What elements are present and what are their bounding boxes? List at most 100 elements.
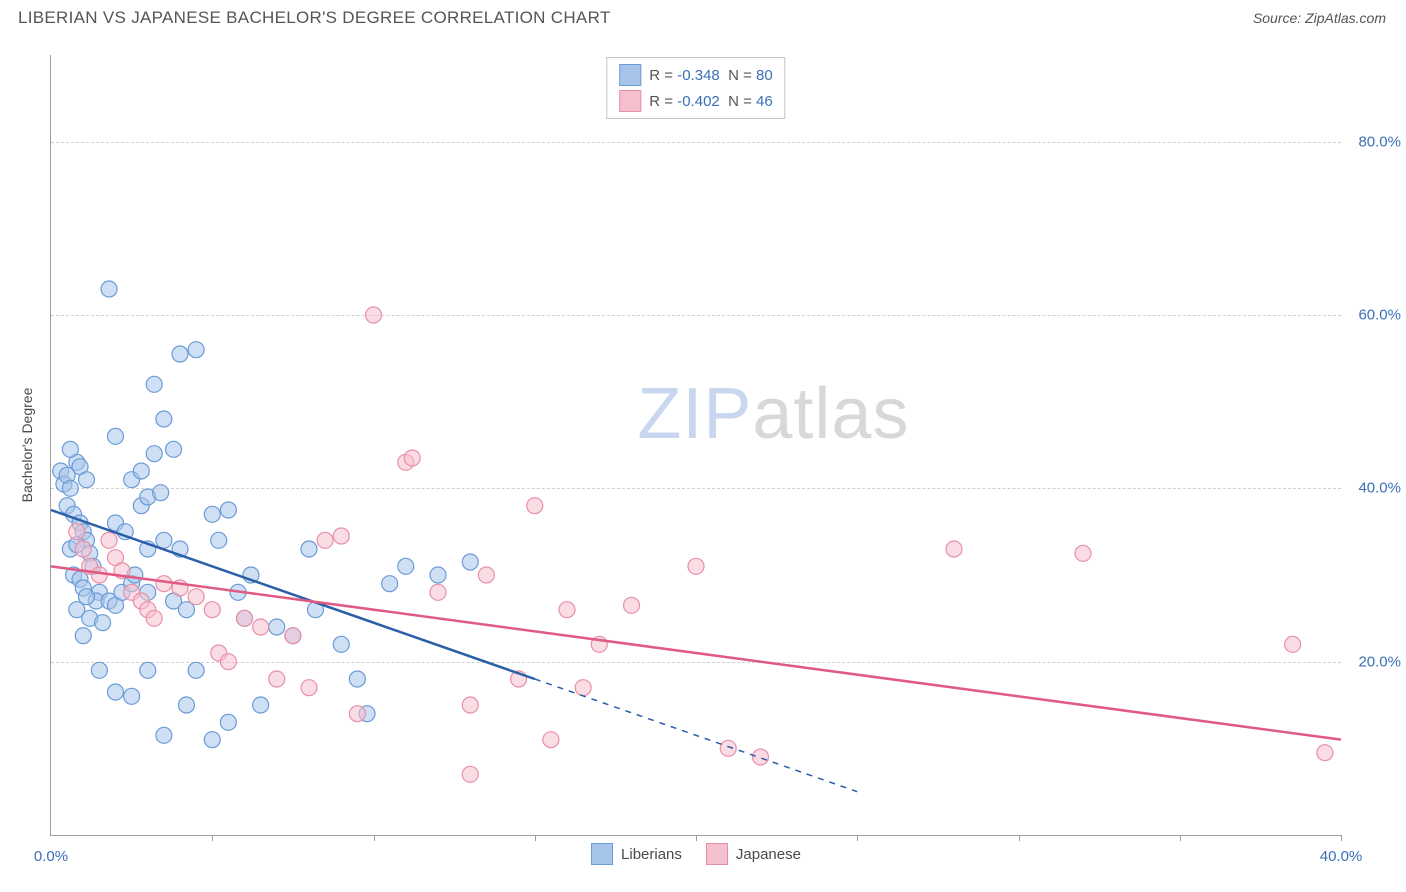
data-point <box>269 671 285 687</box>
chart-area: Bachelor's Degree 20.0%40.0%60.0%80.0% 0… <box>50 55 1341 836</box>
data-point <box>178 697 194 713</box>
data-point <box>269 619 285 635</box>
data-point <box>382 576 398 592</box>
swatch-japanese <box>619 90 641 112</box>
trend-line-ext <box>535 679 858 792</box>
data-point <box>108 684 124 700</box>
data-point <box>333 636 349 652</box>
legend-item-japanese: Japanese <box>706 843 801 865</box>
data-point <box>153 485 169 501</box>
data-point <box>146 376 162 392</box>
x-tick <box>212 835 213 841</box>
chart-title: LIBERIAN VS JAPANESE BACHELOR'S DEGREE C… <box>18 8 611 28</box>
data-point <box>75 541 91 557</box>
y-axis-label: Bachelor's Degree <box>19 388 35 503</box>
data-point <box>78 472 94 488</box>
data-point <box>166 441 182 457</box>
data-point <box>1285 636 1301 652</box>
x-tick <box>374 835 375 841</box>
data-point <box>285 628 301 644</box>
data-point <box>156 411 172 427</box>
data-point <box>75 628 91 644</box>
data-point <box>430 584 446 600</box>
data-point <box>140 662 156 678</box>
scatter-plot <box>51 55 1341 835</box>
data-point <box>559 602 575 618</box>
data-point <box>188 589 204 605</box>
data-point <box>575 680 591 696</box>
data-point <box>124 688 140 704</box>
data-point <box>204 506 220 522</box>
trend-line <box>51 566 1341 739</box>
x-tick <box>696 835 697 841</box>
data-point <box>624 597 640 613</box>
data-point <box>462 766 478 782</box>
data-point <box>146 446 162 462</box>
swatch-japanese-icon <box>706 843 728 865</box>
data-point <box>688 558 704 574</box>
data-point <box>478 567 494 583</box>
data-point <box>91 567 107 583</box>
data-point <box>133 463 149 479</box>
data-point <box>301 680 317 696</box>
data-point <box>543 732 559 748</box>
y-tick-label: 20.0% <box>1351 653 1401 670</box>
data-point <box>220 714 236 730</box>
data-point <box>349 706 365 722</box>
x-tick-label: 0.0% <box>34 848 68 865</box>
data-point <box>404 450 420 466</box>
data-point <box>69 524 85 540</box>
data-point <box>253 697 269 713</box>
data-point <box>204 732 220 748</box>
data-point <box>1317 745 1333 761</box>
data-point <box>462 554 478 570</box>
x-tick <box>1019 835 1020 841</box>
swatch-liberians-icon <box>591 843 613 865</box>
data-point <box>527 498 543 514</box>
data-point <box>101 281 117 297</box>
data-point <box>753 749 769 765</box>
legend-stats: R = -0.348 N = 80 R = -0.402 N = 46 <box>606 57 785 119</box>
data-point <box>398 558 414 574</box>
legend-row-liberians: R = -0.348 N = 80 <box>619 62 772 88</box>
data-point <box>349 671 365 687</box>
data-point <box>156 576 172 592</box>
x-tick-label: 40.0% <box>1320 848 1363 865</box>
legend-item-liberians: Liberians <box>591 843 682 865</box>
data-point <box>146 610 162 626</box>
data-point <box>188 662 204 678</box>
data-point <box>95 615 111 631</box>
data-point <box>156 532 172 548</box>
data-point <box>156 727 172 743</box>
x-tick <box>1180 835 1181 841</box>
data-point <box>220 502 236 518</box>
data-point <box>366 307 382 323</box>
source-label: Source: ZipAtlas.com <box>1253 10 1386 26</box>
data-point <box>62 441 78 457</box>
x-tick <box>1341 835 1342 841</box>
data-point <box>108 428 124 444</box>
legend-series: Liberians Japanese <box>591 843 801 865</box>
y-tick-label: 60.0% <box>1351 307 1401 324</box>
data-point <box>188 342 204 358</box>
data-point <box>62 480 78 496</box>
data-point <box>220 654 236 670</box>
data-point <box>430 567 446 583</box>
data-point <box>946 541 962 557</box>
data-point <box>101 532 117 548</box>
swatch-liberians <box>619 64 641 86</box>
legend-row-japanese: R = -0.402 N = 46 <box>619 88 772 114</box>
x-tick <box>857 835 858 841</box>
data-point <box>91 662 107 678</box>
x-tick <box>535 835 536 841</box>
data-point <box>333 528 349 544</box>
y-tick-label: 40.0% <box>1351 480 1401 497</box>
data-point <box>462 697 478 713</box>
data-point <box>317 532 333 548</box>
data-point <box>237 610 253 626</box>
data-point <box>211 532 227 548</box>
data-point <box>301 541 317 557</box>
data-point <box>720 740 736 756</box>
data-point <box>253 619 269 635</box>
y-tick-label: 80.0% <box>1351 133 1401 150</box>
